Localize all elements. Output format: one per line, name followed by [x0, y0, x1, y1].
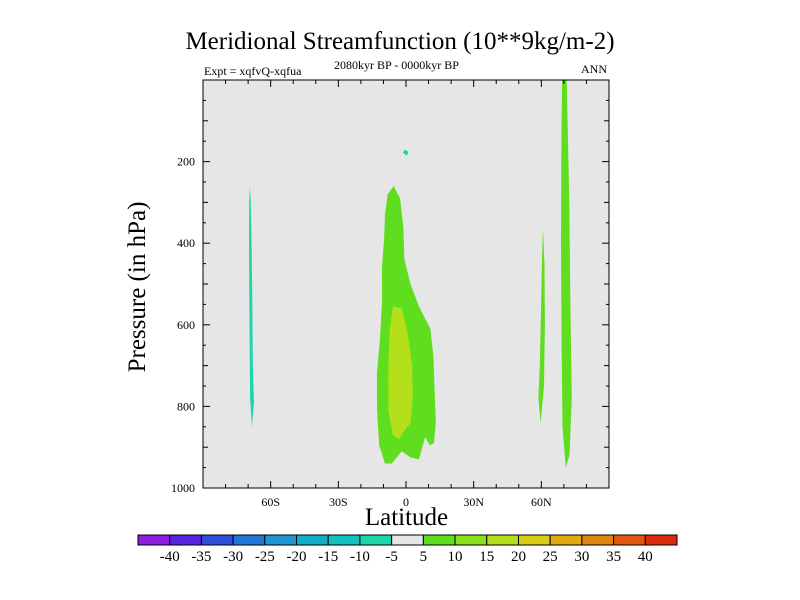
colorbar-label: -15 — [318, 549, 338, 565]
colorbar-box — [422, 534, 456, 546]
colorbar-box — [137, 534, 171, 546]
colorbar-label: -25 — [255, 549, 275, 565]
colorbar-box — [359, 534, 393, 546]
experiment-label: Expt = xqfvQ-xqfua — [204, 64, 302, 78]
colorbar-label: -20 — [287, 549, 307, 565]
colorbar-label: 15 — [479, 549, 494, 565]
colorbar-box — [486, 534, 519, 546]
colorbar-label: 40 — [638, 549, 653, 565]
colorbar-label: 30 — [574, 549, 589, 565]
colorbar-label: -5 — [385, 549, 398, 565]
colorbar-box — [517, 534, 551, 546]
period-label: 2080kyr BP - 0000kyr BP — [334, 58, 459, 72]
colorbar-label: -35 — [191, 549, 211, 565]
y-tick-label: 800 — [177, 399, 195, 413]
y-tick-label: 200 — [177, 155, 195, 169]
colorbar-box — [232, 534, 266, 546]
x-axis-label: Latitude — [364, 504, 449, 531]
nh-positive-column — [561, 80, 572, 468]
x-tick-label: 30N — [463, 495, 484, 509]
colorbar-label: 5 — [420, 549, 428, 565]
colorbar-label: 20 — [511, 549, 526, 565]
y-tick-label: 600 — [177, 318, 195, 332]
season-label: ANN — [581, 62, 607, 76]
colorbar-label: 25 — [543, 549, 558, 565]
x-tick-label: 60N — [531, 495, 552, 509]
colorbar-box — [581, 534, 615, 546]
colorbar-box — [327, 534, 361, 546]
colorbar-box — [613, 534, 646, 546]
colorbar-label: -30 — [223, 549, 243, 565]
colorbar-label: -10 — [350, 549, 370, 565]
sh-negative-strip — [249, 186, 254, 427]
colorbar-box — [169, 534, 202, 546]
colorbar-label: 35 — [606, 549, 621, 565]
y-tick-label: 1000 — [171, 481, 195, 495]
colorbar-box — [391, 534, 424, 546]
x-tick-label: 0 — [403, 495, 409, 509]
upper-negative-spot — [403, 149, 409, 156]
nh-positive-strip — [538, 228, 545, 423]
colorbar-label: -40 — [160, 549, 180, 565]
tropical-cell-10 — [388, 306, 413, 439]
x-tick-label: 60S — [261, 495, 280, 509]
colorbar-box — [200, 534, 234, 546]
colorbar-box — [454, 534, 488, 546]
colorbar-box — [264, 534, 298, 546]
y-tick-label: 400 — [177, 236, 195, 250]
chart-title: Meridional Streamfunction (10**9kg/m-2) — [185, 28, 615, 55]
colorbar-label: 10 — [448, 549, 463, 565]
x-tick-label: 30S — [329, 495, 348, 509]
colorbar-box — [296, 534, 329, 546]
colorbar-box — [644, 534, 678, 546]
colorbar-box — [549, 534, 583, 546]
